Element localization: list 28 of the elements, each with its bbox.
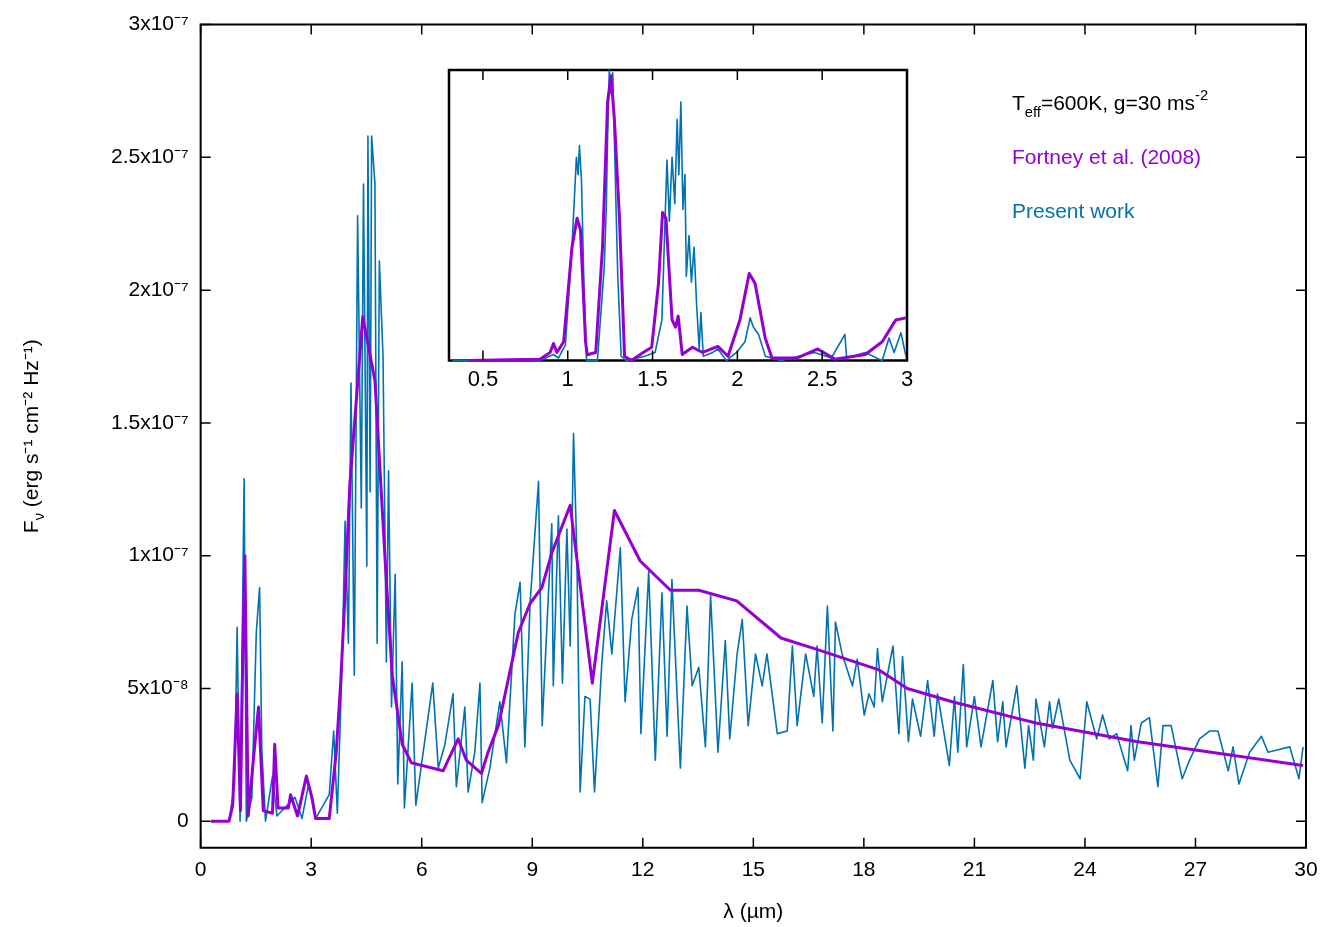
x-tick-label: 3: [305, 857, 318, 881]
y-tick-label: 2x10⁻⁷: [128, 276, 189, 300]
x-tick-label: 1.5: [637, 365, 668, 391]
x-tick-label: 0: [194, 857, 207, 881]
y-tick-label: 3x10⁻⁷: [128, 11, 189, 35]
x-tick-label: 1: [561, 365, 574, 391]
x-tick-label: 18: [852, 857, 876, 881]
y-axis-title: Fν (erg s⁻¹ cm⁻² Hz⁻¹): [18, 339, 48, 534]
y-tick-label: 1.5x10⁻⁷: [110, 409, 189, 433]
x-tick-label: 0.5: [467, 365, 499, 391]
text: Present work: [1012, 199, 1136, 223]
x-tick-label: 15: [741, 857, 765, 881]
x-tick-label: 6: [415, 857, 428, 881]
x-tick-label: 12: [631, 857, 655, 881]
x-tick-label: 3: [900, 365, 914, 391]
x-tick-label: 30: [1294, 857, 1318, 881]
x-tick-label: 24: [1073, 857, 1097, 881]
x-axis-title: λ (µm): [723, 898, 784, 922]
x-tick-label: 27: [1183, 857, 1208, 881]
y-tick-label: 0: [176, 808, 189, 832]
x-tick-label: 9: [526, 857, 539, 881]
x-tick-label: 21: [962, 857, 987, 881]
y-tick-label: 5x10⁻⁸: [127, 675, 189, 699]
text: Fortney et al. (2008): [1012, 145, 1202, 169]
y-tick-label: 1x10⁻⁷: [128, 542, 189, 566]
x-tick-label: 2: [731, 365, 744, 391]
y-tick-label: 2.5x10⁻⁷: [110, 144, 189, 168]
x-tick-label: 2.5: [806, 365, 838, 391]
